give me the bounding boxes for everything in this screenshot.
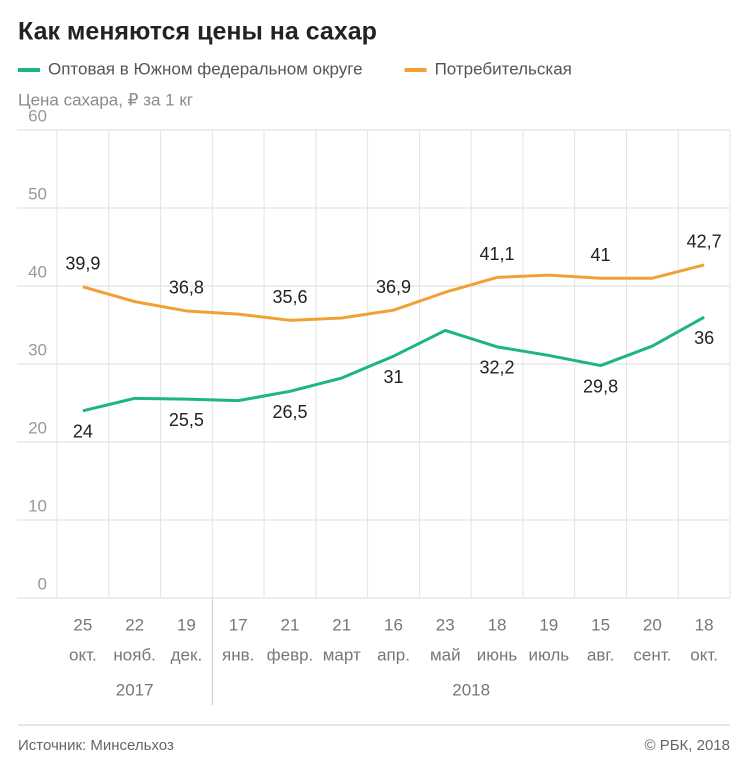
x-tick-day: 20: [643, 615, 662, 634]
x-tick-month: март: [323, 645, 361, 664]
copyright: © РБК, 2018: [644, 737, 730, 754]
x-tick-month: сент.: [633, 645, 671, 664]
y-tick-label: 30: [28, 340, 47, 359]
data-label: 41: [591, 245, 611, 265]
legend-label: Оптовая в Южном федеральном округе: [48, 59, 363, 78]
year-label: 2017: [116, 680, 154, 699]
x-tick-month: июль: [528, 645, 569, 664]
data-label: 39,9: [65, 254, 100, 274]
y-tick-label: 0: [38, 574, 47, 593]
x-tick-day: 17: [229, 615, 248, 634]
data-label: 31: [383, 367, 403, 387]
data-label: 36: [694, 328, 714, 348]
x-tick-day: 22: [125, 615, 144, 634]
data-label: 42,7: [687, 232, 722, 252]
data-label: 24: [73, 422, 93, 442]
x-tick-day: 25: [73, 615, 92, 634]
x-tick-month: окт.: [69, 645, 97, 664]
y-tick-label: 50: [28, 184, 47, 203]
y-tick-label: 20: [28, 418, 47, 437]
x-tick-day: 23: [436, 615, 455, 634]
legend-label: Потребительская: [435, 59, 572, 78]
data-label: 32,2: [480, 358, 515, 378]
x-tick-month: июнь: [477, 645, 518, 664]
source: Источник: Минсельхоз: [18, 737, 174, 754]
data-label: 29,8: [583, 376, 618, 396]
x-tick-month: май: [430, 645, 461, 664]
x-tick-month: апр.: [377, 645, 410, 664]
chart-subtitle: Цена сахара, ₽ за 1 кг: [18, 90, 193, 109]
data-label: 26,5: [272, 402, 307, 422]
data-label: 25,5: [169, 410, 204, 430]
data-label: 36,9: [376, 277, 411, 297]
y-tick-label: 10: [28, 496, 47, 515]
x-tick-month: янв.: [222, 645, 254, 664]
x-tick-day: 21: [281, 615, 300, 634]
x-tick-month: февр.: [267, 645, 314, 664]
data-label: 41,1: [480, 244, 515, 264]
x-tick-day: 18: [695, 615, 714, 634]
year-label: 2018: [452, 680, 490, 699]
data-label: 36,8: [169, 278, 204, 298]
series-line: [82, 263, 705, 322]
series-line: [82, 315, 705, 413]
x-tick-month: дек.: [171, 645, 203, 664]
x-tick-day: 19: [539, 615, 558, 634]
x-tick-day: 21: [332, 615, 351, 634]
x-tick-day: 18: [488, 615, 507, 634]
x-tick-day: 19: [177, 615, 196, 634]
x-tick-month: авг.: [587, 645, 614, 664]
x-tick-day: 16: [384, 615, 403, 634]
y-tick-label: 60: [28, 106, 47, 125]
x-tick-month: окт.: [690, 645, 718, 664]
chart-title: Как меняются цены на сахар: [18, 18, 377, 46]
data-label: 35,6: [272, 287, 307, 307]
x-tick-day: 15: [591, 615, 610, 634]
x-tick-month: нояб.: [113, 645, 156, 664]
y-tick-label: 40: [28, 262, 47, 281]
